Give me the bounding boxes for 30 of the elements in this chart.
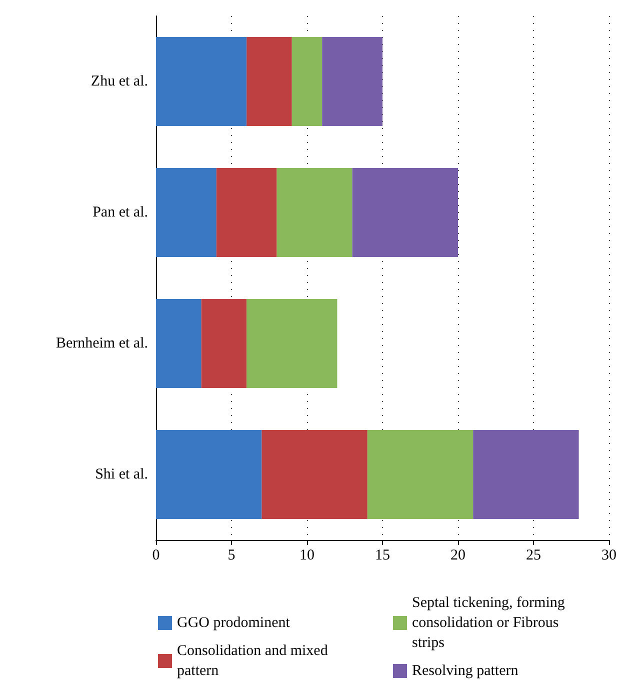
x-tick-label: 10 xyxy=(300,548,314,564)
bar xyxy=(473,430,579,520)
legend-label: Consolidation and mixed pattern xyxy=(177,643,332,679)
x-tick-label: 25 xyxy=(526,548,541,564)
bar xyxy=(216,168,277,258)
bar xyxy=(156,168,216,258)
x-tick-label: 30 xyxy=(602,548,616,564)
y-tick-label: Pan et al. xyxy=(92,204,148,220)
bar xyxy=(322,36,382,126)
bar xyxy=(156,36,247,126)
bar xyxy=(367,430,474,520)
bar xyxy=(156,430,262,520)
y-tick-label: Shi et al. xyxy=(95,466,148,482)
bar xyxy=(201,298,247,388)
x-tick-label: 15 xyxy=(375,548,390,564)
bar xyxy=(292,36,322,126)
bar xyxy=(352,168,458,258)
x-tick-label: 20 xyxy=(450,548,466,564)
x-tick-label: 0 xyxy=(152,548,160,564)
bar xyxy=(156,298,202,388)
x-tick-label: 5 xyxy=(228,548,236,564)
bar xyxy=(246,36,292,126)
bar xyxy=(276,168,352,258)
legend-label: GGO prodominent xyxy=(177,615,291,631)
legend-label: Septal tickening, forming consolidation or Fibrous strips xyxy=(412,595,569,651)
legend-label: Resolving pattern xyxy=(412,663,519,679)
y-tick-label: Zhu et al. xyxy=(90,74,148,90)
y-tick-label: Bernheim et al. xyxy=(56,336,148,352)
bar xyxy=(246,298,338,388)
bar xyxy=(262,430,368,520)
